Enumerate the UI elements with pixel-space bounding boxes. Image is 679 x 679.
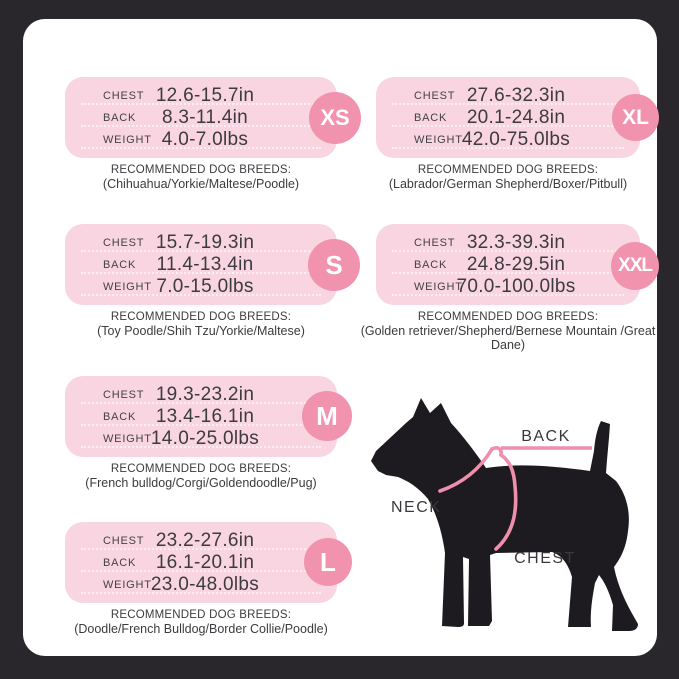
- weight-label: WEIGHT: [103, 281, 152, 293]
- chest-diagram-label: CHEST: [514, 550, 576, 567]
- chest-label: CHEST: [103, 389, 145, 401]
- chest-row: CHEST 23.2-27.6in: [65, 530, 337, 552]
- chest-row: CHEST 27.6-32.3in: [376, 85, 640, 107]
- chest-value: 27.6-32.3in: [466, 85, 566, 106]
- back-label: BACK: [103, 557, 137, 569]
- dog-silhouette: [371, 398, 638, 631]
- chest-row: CHEST 32.3-39.3in: [376, 232, 640, 254]
- chest-value: 23.2-27.6in: [155, 530, 255, 551]
- chest-label: CHEST: [414, 237, 456, 249]
- weight-label: WEIGHT: [414, 281, 463, 293]
- weight-value: 7.0-15.0lbs: [156, 276, 254, 297]
- weight-value: 42.0-75.0lbs: [461, 129, 571, 150]
- size-card-s: CHEST 15.7-19.3in BACK 11.4-13.4in WEIGH…: [65, 224, 337, 305]
- weight-value: 4.0-7.0lbs: [161, 129, 249, 150]
- size-card-xl: CHEST 27.6-32.3in BACK 20.1-24.8in WEIGH…: [376, 77, 640, 158]
- back-label: BACK: [414, 259, 448, 271]
- back-diagram-label: BACK: [521, 428, 571, 445]
- chest-value: 19.3-23.2in: [155, 384, 255, 405]
- size-badge-m: M: [302, 391, 352, 441]
- size-badge-xs: XS: [309, 92, 361, 144]
- breeds-list: (Chihuahua/Yorkie/Maltese/Poodle): [102, 177, 300, 191]
- size-card-xxl: CHEST 32.3-39.3in BACK 24.8-29.5in WEIGH…: [376, 224, 640, 305]
- weight-row: WEIGHT 14.0-25.0lbs: [65, 428, 337, 450]
- breeds-list: (Toy Poodle/Shih Tzu/Yorkie/Maltese): [97, 324, 305, 338]
- neck-diagram-label: NECK: [391, 499, 441, 516]
- dog-measurement-diagram: BACK NECK CHEST: [371, 398, 638, 631]
- back-value: 16.1-20.1in: [155, 552, 255, 573]
- chest-row: CHEST 12.6-15.7in: [65, 85, 337, 107]
- size-badge-l: L: [304, 538, 352, 586]
- chest-row: CHEST 19.3-23.2in: [65, 384, 337, 406]
- back-value: 20.1-24.8in: [466, 107, 566, 128]
- back-value: 11.4-13.4in: [156, 254, 254, 275]
- back-value: 24.8-29.5in: [466, 254, 566, 275]
- weight-row: WEIGHT 42.0-75.0lbs: [376, 129, 640, 151]
- back-value: 13.4-16.1in: [155, 406, 255, 427]
- back-label: BACK: [103, 411, 137, 423]
- back-row: BACK 16.1-20.1in: [65, 552, 337, 574]
- size-badge-xxl: XXL: [611, 242, 659, 290]
- recommended-heading: RECOMMENDED DOG BREEDS:: [417, 311, 599, 323]
- size-badge-xl: XL: [612, 94, 659, 141]
- chest-label: CHEST: [103, 90, 145, 102]
- weight-label: WEIGHT: [103, 134, 152, 146]
- weight-value: 23.0-48.0lbs: [150, 574, 260, 595]
- chest-strap-line: [494, 453, 518, 551]
- breeds-list: (Doodle/French Bulldog/Border Collie/Poo…: [74, 622, 328, 636]
- size-chart-panel: CHEST 12.6-15.7in BACK 8.3-11.4in WEIGHT…: [23, 19, 659, 656]
- recommended-heading: RECOMMENDED DOG BREEDS:: [110, 311, 292, 323]
- weight-label: WEIGHT: [103, 579, 152, 591]
- back-label: BACK: [103, 259, 137, 271]
- back-row: BACK 24.8-29.5in: [376, 254, 640, 276]
- recommended-heading: RECOMMENDED DOG BREEDS:: [110, 609, 292, 621]
- weight-row: WEIGHT 7.0-15.0lbs: [65, 276, 337, 298]
- recommended-heading: RECOMMENDED DOG BREEDS:: [417, 164, 599, 176]
- breeds-list: (Labrador/German Shepherd/Boxer/Pitbull): [388, 177, 628, 191]
- weight-value: 70.0-100.0lbs: [456, 276, 576, 297]
- size-badge-s: S: [308, 239, 360, 291]
- chest-label: CHEST: [414, 90, 456, 102]
- chest-label: CHEST: [103, 237, 145, 249]
- chest-row: CHEST 15.7-19.3in: [65, 232, 337, 254]
- weight-label: WEIGHT: [103, 433, 152, 445]
- back-row: BACK 13.4-16.1in: [65, 406, 337, 428]
- breeds-list: (French bulldog/Corgi/Goldendoodle/Pug): [85, 476, 317, 490]
- chest-value: 15.7-19.3in: [155, 232, 255, 253]
- chest-label: CHEST: [103, 535, 145, 547]
- back-value: 8.3-11.4in: [161, 107, 249, 128]
- back-row: BACK 20.1-24.8in: [376, 107, 640, 129]
- size-card-xs: CHEST 12.6-15.7in BACK 8.3-11.4in WEIGHT…: [65, 77, 337, 158]
- weight-value: 14.0-25.0lbs: [150, 428, 260, 449]
- size-card-m: CHEST 19.3-23.2in BACK 13.4-16.1in WEIGH…: [65, 376, 337, 457]
- weight-label: WEIGHT: [414, 134, 463, 146]
- weight-row: WEIGHT 70.0-100.0lbs: [376, 276, 640, 298]
- recommended-heading: RECOMMENDED DOG BREEDS:: [110, 164, 292, 176]
- breeds-list: (Golden retriever/Shepherd/Bernese Mount…: [360, 324, 656, 352]
- neck-strap-line: [438, 447, 494, 493]
- chest-value: 12.6-15.7in: [155, 85, 255, 106]
- back-label: BACK: [414, 112, 448, 124]
- back-label: BACK: [103, 112, 137, 124]
- chest-value: 32.3-39.3in: [466, 232, 566, 253]
- back-row: BACK 8.3-11.4in: [65, 107, 337, 129]
- back-row: BACK 11.4-13.4in: [65, 254, 337, 276]
- weight-row: WEIGHT 4.0-7.0lbs: [65, 129, 337, 151]
- recommended-heading: RECOMMENDED DOG BREEDS:: [110, 463, 292, 475]
- weight-row: WEIGHT 23.0-48.0lbs: [65, 574, 337, 596]
- size-card-l: CHEST 23.2-27.6in BACK 16.1-20.1in WEIGH…: [65, 522, 337, 603]
